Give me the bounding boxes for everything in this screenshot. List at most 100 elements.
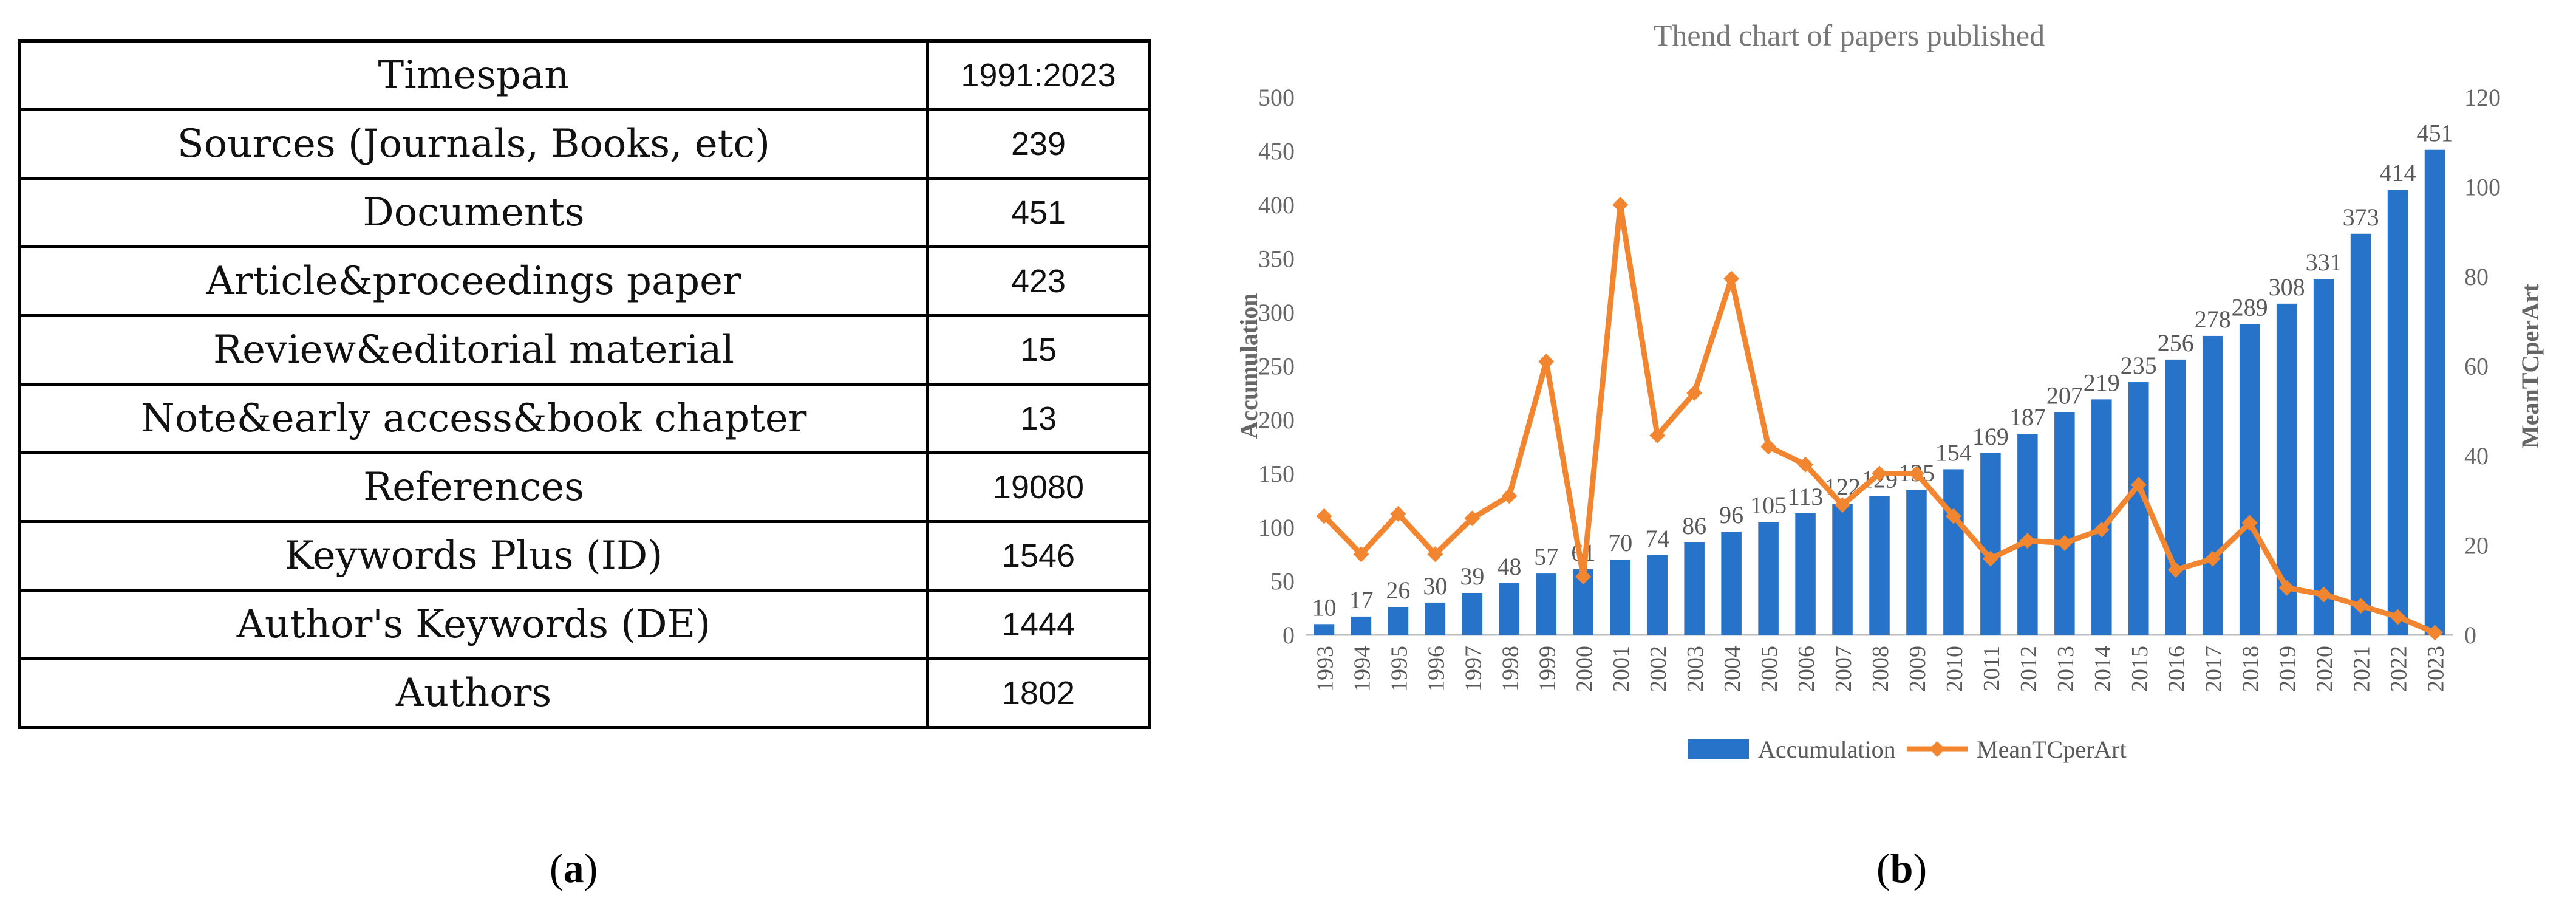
x-tick-label: 2011 (1979, 646, 2005, 691)
bar-value-label: 308 (2269, 273, 2305, 301)
y-right-tick-label: 100 (2464, 174, 2501, 201)
x-tick-label: 2006 (1794, 646, 1819, 692)
x-tick-label: 1997 (1460, 646, 1486, 692)
bar-value-label: 235 (2121, 352, 2157, 379)
bar (1869, 496, 1890, 635)
bar (1314, 624, 1335, 635)
bar-value-label: 289 (2232, 293, 2268, 321)
line-point (2019, 533, 2036, 549)
x-tick-label: 2013 (2053, 646, 2079, 692)
bar (1795, 513, 1816, 635)
x-tick-label: 2020 (2312, 646, 2338, 692)
row-value: 1802 (926, 657, 1151, 729)
x-tick-label: 1994 (1349, 646, 1375, 692)
x-tick-label: 2018 (2238, 646, 2264, 692)
x-tick-label: 2023 (2424, 646, 2449, 692)
row-value: 19080 (926, 451, 1151, 523)
bar (1943, 469, 1964, 635)
y-right-tick-label: 40 (2464, 442, 2489, 470)
x-tick-label: 2015 (2127, 646, 2153, 692)
caption-a: (a) (550, 845, 598, 891)
line-point (1872, 465, 1887, 482)
row-label: Timespan (18, 39, 929, 111)
y-left-tick-label: 400 (1258, 191, 1295, 219)
bar-value-label: 57 (1534, 543, 1558, 570)
bar-value-label: 39 (1460, 563, 1484, 590)
bar-value-label: 219 (2084, 369, 2120, 396)
x-tick-label: 1998 (1498, 646, 1523, 692)
x-tick-label: 2022 (2387, 646, 2412, 692)
bar-value-label: 70 (1608, 529, 1632, 556)
legend-label-meantcperart: MeanTCperArt (1977, 736, 2127, 763)
bar (1832, 504, 1853, 635)
bar (1499, 583, 1520, 635)
y-left-tick-label: 50 (1270, 568, 1295, 595)
y-left-axis-label: Accumulation (1235, 293, 1262, 439)
row-label: Sources (Journals, Books, etc) (18, 108, 929, 180)
bar (2313, 279, 2334, 635)
y-left-tick-label: 450 (1258, 138, 1295, 165)
row-value: 15 (926, 314, 1151, 386)
line-point (1686, 385, 1703, 401)
bar (1425, 602, 1446, 635)
table-row: Documents 451 (18, 177, 1151, 248)
legend-swatch-accumulation (1688, 739, 1749, 759)
row-label: Note&early access&book chapter (18, 383, 929, 454)
table-row: Timespan 1991:2023 (18, 39, 1151, 111)
row-value: 1546 (926, 520, 1151, 592)
legend-marker-meantcperart (1929, 741, 1945, 757)
x-tick-label: 1996 (1423, 646, 1449, 692)
line-point (1353, 546, 1369, 563)
x-tick-label: 2016 (2164, 646, 2190, 692)
bar (1610, 560, 1630, 635)
line-point (2427, 625, 2443, 641)
table-row: Article&proceedings paper 423 (18, 245, 1151, 317)
y-left-tick-label: 100 (1258, 514, 1295, 541)
table-row: Keywords Plus (ID) 1546 (18, 520, 1151, 592)
bar (1388, 606, 1409, 635)
y-right-axis-label: MeanTCperArt (2516, 283, 2544, 448)
bar-value-label: 96 (1719, 501, 1743, 529)
line-point (1538, 354, 1555, 370)
x-tick-label: 2014 (2090, 646, 2116, 692)
bar (1684, 542, 1705, 635)
x-tick-label: 1993 (1312, 646, 1338, 692)
bar-value-label: 256 (2158, 329, 2194, 357)
line-point (1908, 465, 1924, 482)
bar (2128, 382, 2149, 635)
bar (1351, 616, 1372, 635)
x-tick-label: 2004 (1720, 646, 1745, 692)
line-point (1501, 488, 1518, 504)
bar-value-label: 26 (1386, 577, 1410, 604)
line-point (2353, 598, 2369, 614)
row-value: 13 (926, 383, 1151, 454)
legend-label-accumulation: Accumulation (1758, 736, 1896, 763)
row-value: 239 (926, 108, 1151, 180)
bar (2165, 359, 2186, 635)
bar (2202, 335, 2223, 635)
x-tick-label: 2009 (1905, 646, 1930, 692)
line-point (1835, 497, 1851, 513)
line-point (1723, 270, 1740, 287)
line-point (2056, 535, 2073, 551)
caption-b: (b) (1876, 845, 1927, 891)
bar (1758, 522, 1779, 635)
trend-chart: Thend chart of papers published050100150… (1235, 18, 2544, 763)
line-point (2390, 609, 2406, 625)
y-right-tick-label: 60 (2464, 353, 2489, 380)
summary-table-panel: Timespan 1991:2023 Sources (Journals, Book… (18, 39, 1151, 729)
bar-value-label: 74 (1645, 525, 1669, 552)
line-point (1649, 427, 1666, 443)
line-point (2278, 580, 2295, 596)
bar (1462, 592, 1483, 635)
table-row: References 19080 (18, 451, 1151, 523)
bar-value-label: 105 (1750, 491, 1787, 519)
row-label: Review&editorial material (18, 314, 929, 386)
bar-value-label: 48 (1497, 553, 1521, 580)
line-point (1945, 508, 1961, 524)
x-tick-label: 2001 (1609, 646, 1634, 692)
line-point (1797, 456, 1814, 473)
y-left-tick-label: 0 (1283, 621, 1295, 649)
bar (2350, 233, 2371, 635)
x-tick-label: 2003 (1683, 646, 1708, 692)
